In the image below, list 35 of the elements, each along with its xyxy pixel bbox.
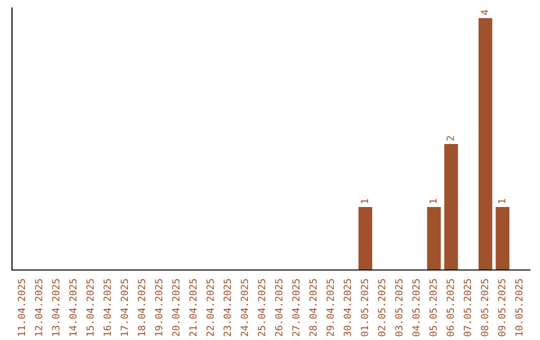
x-tick-label: 19.04.2025 (155, 279, 162, 336)
x-tick-label: 29.04.2025 (326, 279, 334, 336)
x-tick-label: 08.05.2025 (480, 279, 488, 336)
x-tick-label: 12.04.2025 (34, 279, 42, 336)
x-tick-label: 06.05.2025 (446, 279, 454, 336)
x-tick-label: 09.05.2025 (498, 279, 506, 336)
x-tick-label: 28.04.2025 (309, 279, 317, 336)
x-tick-label: 22.04.2025 (206, 279, 214, 336)
x-tick-label: 18.04.2025 (138, 279, 146, 336)
x-tick-label: 21.04.2025 (189, 279, 197, 336)
x-tick-label: 25.04.2025 (258, 279, 266, 336)
x-tick-label: 24.04.2025 (240, 279, 248, 336)
x-tick-label: 13.04.2025 (52, 279, 60, 336)
x-tick-label: 01.05.2025 (360, 279, 368, 336)
data-label: 1 (430, 199, 437, 204)
data-label: 1 (498, 199, 506, 204)
x-tick-label: 27.04.2025 (292, 279, 300, 336)
x-tick-label: 20.04.2025 (172, 279, 180, 336)
x-tick-label: 10.05.2025 (515, 279, 523, 336)
x-tick-label: 26.04.2025 (275, 279, 282, 336)
x-tick-label: 03.05.2025 (395, 279, 402, 336)
data-label: 1 (360, 199, 368, 204)
x-tick-label: 30.04.2025 (344, 279, 352, 336)
x-tick-label: 04.05.2025 (412, 279, 420, 336)
x-tick-label: 05.05.2025 (429, 279, 437, 336)
x-tick-label: 23.04.2025 (224, 279, 231, 336)
x-tick-label: 02.05.2025 (378, 279, 386, 336)
x-tick-label: 11.04.2025 (18, 279, 26, 336)
x-tick-label: 15.04.2025 (86, 279, 94, 336)
x-tick-label: 14.04.2025 (69, 279, 77, 336)
data-label: 4 (481, 10, 488, 15)
x-tick-label: 16.04.2025 (104, 279, 111, 336)
x-tick-label: 07.05.2025 (464, 279, 472, 336)
x-tick-label: 17.04.2025 (120, 279, 128, 336)
data-label: 2 (446, 136, 454, 141)
